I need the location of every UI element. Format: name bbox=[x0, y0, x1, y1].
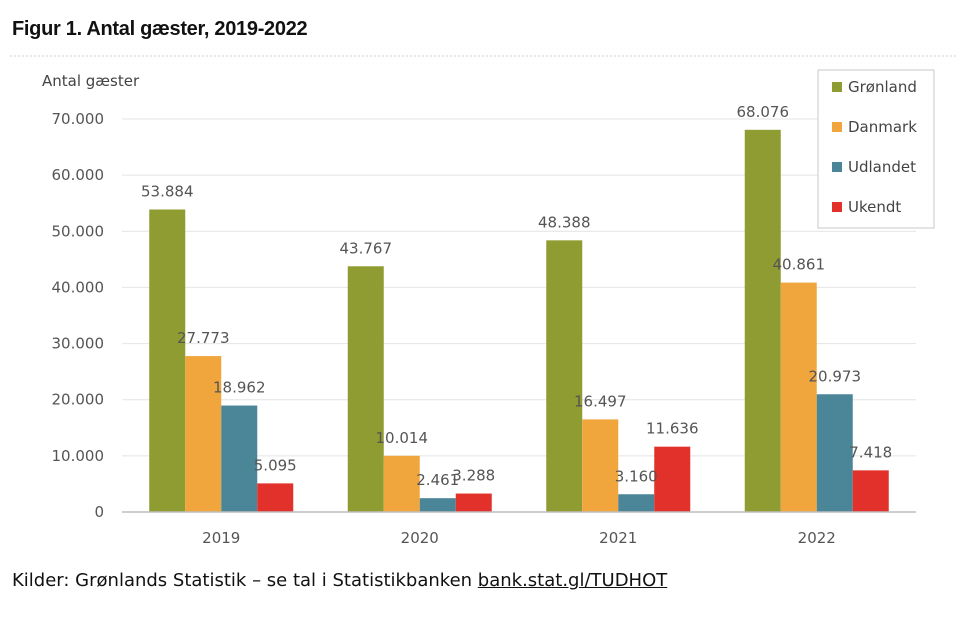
bar-grønland-2020 bbox=[347, 266, 384, 512]
bar-label: 5.095 bbox=[254, 456, 297, 474]
legend-swatch bbox=[832, 202, 842, 212]
bar-label: 68.076 bbox=[737, 103, 790, 121]
legend-label: Danmark bbox=[848, 118, 917, 136]
source-link[interactable]: bank.stat.gl/TUDHOT bbox=[477, 570, 668, 591]
bar-grønland-2021 bbox=[546, 240, 583, 512]
bar-label: 40.861 bbox=[773, 256, 826, 274]
legend-label: Udlandet bbox=[848, 158, 916, 176]
source-text: Kilder: Grønlands Statistik – se tal i S… bbox=[12, 570, 478, 591]
x-tick-label: 2021 bbox=[599, 529, 637, 547]
bar-danmark-2021 bbox=[582, 419, 619, 512]
bar-ukendt-2019 bbox=[257, 483, 294, 512]
legend-label: Ukendt bbox=[848, 198, 901, 216]
bars bbox=[149, 129, 889, 512]
y-tick-label: 30.000 bbox=[52, 335, 105, 353]
x-tick-label: 2022 bbox=[798, 529, 836, 547]
legend: Grønland Danmark Udlandet Ukendt bbox=[817, 69, 935, 229]
bar-label: 10.014 bbox=[376, 429, 429, 447]
bar-label: 48.388 bbox=[538, 213, 591, 231]
y-tick-label: 70.000 bbox=[52, 110, 105, 128]
bar-label: 11.636 bbox=[646, 420, 699, 438]
bar-danmark-2019 bbox=[185, 356, 222, 512]
bar-label: 20.973 bbox=[809, 367, 862, 385]
bar-danmark-2020 bbox=[383, 455, 420, 512]
bar-label: 7.418 bbox=[849, 443, 892, 461]
figure-title: Figur 1. Antal gæster, 2019-2022 bbox=[12, 18, 308, 40]
bar-label: 3.288 bbox=[452, 467, 495, 485]
bar-label: 16.497 bbox=[574, 392, 627, 410]
bar-chart: Antal gæster 0 10.000 20.000 30.000 40.000 50… bbox=[10, 55, 956, 547]
x-tick-labels: 2019 2020 2021 2022 bbox=[202, 529, 836, 547]
bar-ukendt-2022 bbox=[852, 470, 889, 512]
bar-grønland-2019 bbox=[149, 209, 186, 512]
y-tick-label: 10.000 bbox=[52, 447, 105, 465]
legend-label: Grønland bbox=[848, 78, 917, 96]
bar-label: 3.160 bbox=[615, 467, 658, 485]
bar-grønland-2022 bbox=[744, 129, 781, 512]
bar-label: 53.884 bbox=[141, 182, 194, 200]
x-tick-label: 2020 bbox=[401, 529, 439, 547]
x-tick-label: 2019 bbox=[202, 529, 240, 547]
legend-box bbox=[817, 69, 935, 229]
bar-ukendt-2021 bbox=[654, 446, 691, 512]
bar-udlandet-2022 bbox=[816, 394, 853, 512]
bar-label: 18.962 bbox=[213, 379, 266, 397]
y-tick-label: 20.000 bbox=[52, 391, 105, 409]
bar-udlandet-2020 bbox=[419, 498, 456, 512]
source-note: Kilder: Grønlands Statistik – se tal i S… bbox=[12, 570, 667, 591]
bar-label: 27.773 bbox=[177, 329, 230, 347]
bar-udlandet-2019 bbox=[221, 405, 258, 512]
legend-swatch bbox=[832, 162, 842, 172]
bar-ukendt-2020 bbox=[455, 493, 492, 512]
y-tick-label: 0 bbox=[94, 503, 104, 521]
bar-label: 2.461 bbox=[416, 471, 459, 489]
y-tick-label: 60.000 bbox=[52, 166, 105, 184]
bar-udlandet-2021 bbox=[618, 494, 655, 512]
legend-swatch bbox=[832, 82, 842, 92]
y-tick-label: 40.000 bbox=[52, 278, 105, 296]
bar-danmark-2022 bbox=[780, 282, 817, 512]
bar-label: 43.767 bbox=[340, 239, 393, 257]
y-tick-labels: 0 10.000 20.000 30.000 40.000 50.000 60.000 70.… bbox=[52, 110, 105, 521]
y-tick-label: 50.000 bbox=[52, 222, 105, 240]
legend-swatch bbox=[832, 122, 842, 132]
bar-value-labels: 53.884 27.773 18.962 5.095 43.767 10.014 2.461… bbox=[141, 103, 892, 489]
y-axis-title: Antal gæster bbox=[42, 72, 140, 90]
